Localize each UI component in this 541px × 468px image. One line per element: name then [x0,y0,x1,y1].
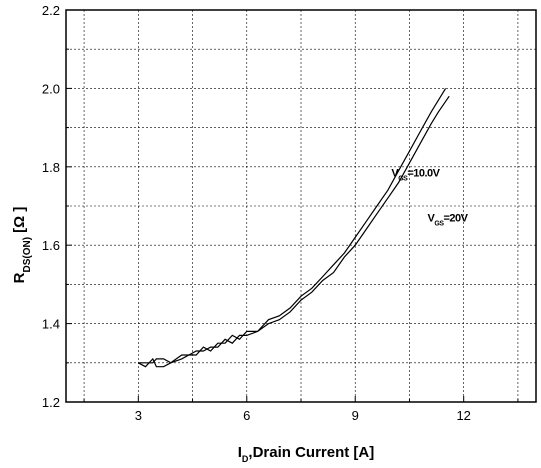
y-tick-label: 2.0 [42,81,60,96]
series-group [138,88,450,368]
y-tick-label: 1.8 [42,160,60,175]
x-tick-label: 12 [456,408,470,423]
grid [66,10,536,402]
annotation-vgs-2: VGS=20V [428,213,469,228]
y-tick-label: 1.2 [42,395,60,410]
y-axis-title: RDS(ON) [Ω ] [11,207,33,284]
axis-ticks: 3 6 9 12 1.2 1.4 1.6 1.8 2.0 2.2 [42,3,519,423]
y-tick-label: 1.4 [42,317,60,332]
annotation-vgs-1: VGS=10.0V [391,168,440,183]
y-tick-label: 2.2 [42,3,60,18]
x-tick-label: 6 [243,408,250,423]
series-line-2 [138,95,450,368]
y-tick-label: 1.6 [42,238,60,253]
x-axis-title: ID,Drain Current [A] [238,444,375,464]
x-tick-label: 3 [135,408,142,423]
x-tick-label: 9 [352,408,359,423]
annotation-group: VGS=10.0V VGS=20V [391,168,469,228]
series-line-1 [138,88,447,364]
